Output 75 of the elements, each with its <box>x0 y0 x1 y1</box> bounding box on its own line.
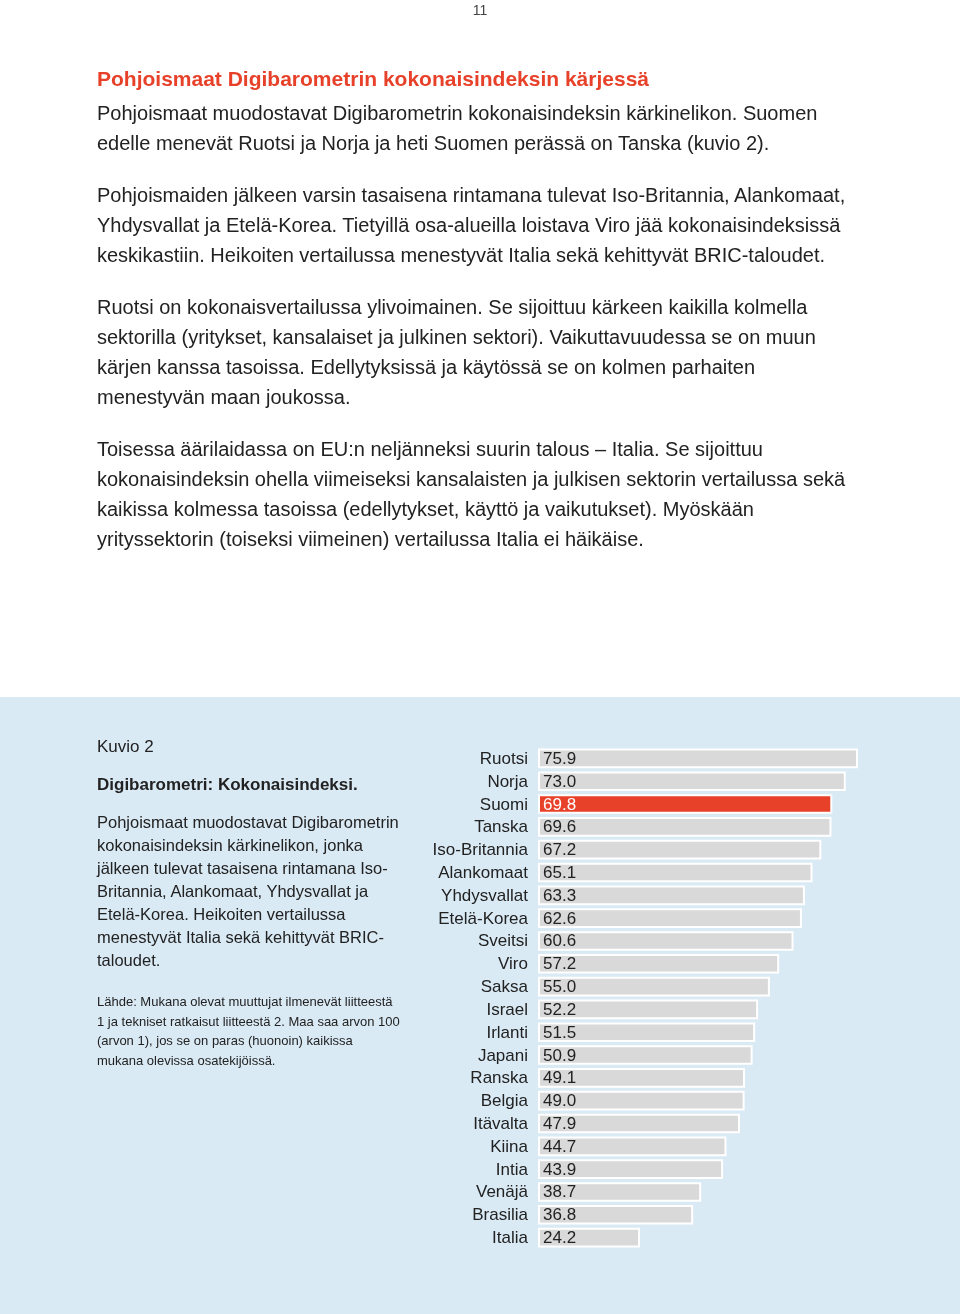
text: Toisessa äärilaidassa on EU:n neljänneksi suurin talous – Italia. Se sijoittuu kokonaisindeksin ohella viimeiseksi kansalaisten ja julkisen sektorin vertailussa sekä kaikissa kolmessa tasoissa (edellytykset, käyttö ja vaikutukset). Myöskään yrityssektorin (toiseksi viimeinen) vertailussa Italia ei häikäise. <box>97 437 847 552</box>
bar <box>538 953 780 974</box>
text: Digibarometri: Kokonaisindeksi. <box>97 775 359 795</box>
y-tick-label: Ruotsi <box>479 748 528 768</box>
data-label: 52.2 <box>543 999 577 1019</box>
bar <box>538 908 802 928</box>
data-label: 63.3 <box>543 885 577 905</box>
data-label: 47.9 <box>543 1114 577 1133</box>
y-tick-label: Suomi <box>479 794 528 814</box>
data-label: 57.2 <box>543 954 577 974</box>
bar <box>538 1204 694 1225</box>
bar <box>538 771 846 792</box>
data-label: 44.7 <box>543 1136 577 1156</box>
bar <box>538 999 759 1020</box>
data-label: 65.1 <box>543 863 577 882</box>
bar <box>538 1090 745 1111</box>
y-tick-label: Venäjä <box>476 1182 529 1202</box>
bar <box>538 885 805 906</box>
bar <box>538 1159 724 1179</box>
y-tick-label: Norja <box>487 771 529 791</box>
y-tick-label: Sveitsi <box>477 931 528 951</box>
bar <box>538 817 832 837</box>
y-tick-label: Yhdysvallat <box>441 885 529 905</box>
y-tick-label: Ranska <box>470 1068 529 1088</box>
data-label: 49.1 <box>543 1068 577 1088</box>
data-label: 75.9 <box>543 748 577 768</box>
y-tick-label: Tanska <box>474 817 529 837</box>
y-tick-label: Irlanti <box>486 1022 528 1042</box>
text: 11 <box>471 1 489 20</box>
bar <box>538 1068 746 1088</box>
text: Pohjoismaat Digibarometrin kokonaisindeksin kärjessä <box>97 66 651 92</box>
text: Pohjoismaat muodostavat Digibarometrin kokonaisindeksin kärkinelikon, jonka jälkeen tulevat tasaisena rintamana Iso-Britannia, Alankomaat, Yhdysvallat ja Etelä-Korea. Heikoiten vertailussa menestyvät Italia sekä kehittyvät BRIC-taloudet. <box>97 812 400 971</box>
y-tick-label: Israel <box>486 999 528 1019</box>
bar <box>538 1182 702 1202</box>
bar <box>538 862 813 883</box>
text: Pohjoismaat muodostavat Digibarometrin kokonaisindeksin kärkinelikon. Suomen edelle menevät Ruotsi ja Norja ja heti Suomen perässä on Tanska (kuvio 2). <box>97 101 819 156</box>
y-tick-label: Viro <box>498 954 528 974</box>
bar <box>538 1045 753 1065</box>
bar <box>538 976 770 997</box>
y-tick-label: Brasilia <box>472 1205 529 1225</box>
bar <box>538 839 822 860</box>
y-tick-label: Iso-Britannia <box>432 840 529 860</box>
data-label: 24.2 <box>543 1228 577 1248</box>
y-tick-label: Belgia <box>480 1091 529 1111</box>
bar <box>538 1022 756 1043</box>
data-label: 67.2 <box>543 840 577 860</box>
y-tick-label: Saksa <box>480 977 529 997</box>
bar <box>538 931 794 951</box>
data-label: 50.9 <box>543 1045 577 1065</box>
text: Pohjoismaiden jälkeen varsin tasaisena rintamana tulevat Iso-Britannia, Alankomaat, Yhdysvallat ja Etelä-Korea. Tietyillä osa-alueilla loistava Viro jää kokonaisindeksissä keskikastiin. Heikoiten vertailussa menestyvät Italia sekä kehittyvät BRIC-taloudet. <box>97 183 847 268</box>
bar <box>538 748 858 769</box>
text: Kuvio 2 <box>97 737 155 757</box>
y-tick-label: Itävalta <box>473 1114 529 1133</box>
bar <box>538 1136 727 1157</box>
data-label: 69.8 <box>543 794 577 814</box>
text: Lähde: Mukana olevat muuttujat ilmenevät liitteestä 1 ja tekniset ratkaisut liitteestä 2. Maa saa arvon 100 (arvon 1), jos se on paras (huonoin) kaikissa mukana olevissa osatekijöissä. <box>97 993 401 1070</box>
data-label: 38.7 <box>543 1182 577 1202</box>
bar <box>538 794 833 814</box>
y-tick-label: Intia <box>495 1159 529 1179</box>
y-tick-label: Japani <box>477 1045 528 1065</box>
data-label: 62.6 <box>543 908 577 928</box>
data-label: 60.6 <box>543 931 577 951</box>
data-label: 55.0 <box>543 977 577 997</box>
data-label: 49.0 <box>543 1091 577 1111</box>
data-label: 36.8 <box>543 1205 577 1225</box>
y-tick-label: Kiina <box>490 1136 529 1156</box>
text: Ruotsi on kokonaisvertailussa ylivoimainen. Se sijoittuu kärkeen kaikilla kolmella sektorilla (yritykset, kansalaiset ja julkinen sektori). Vaikuttavuudessa se on muun kärjen kanssa tasoissa. Edellytyksissä ja käytössä se on kolmen parhaiten menestyvän maan joukossa. <box>97 295 817 410</box>
y-tick-label: Alankomaat <box>438 863 529 882</box>
y-tick-label: Italia <box>492 1228 529 1248</box>
data-label: 43.9 <box>543 1159 577 1179</box>
data-label: 73.0 <box>543 771 577 791</box>
data-label: 69.6 <box>543 817 577 837</box>
bar <box>538 1113 740 1134</box>
y-tick-label: Etelä-Korea <box>438 908 529 928</box>
data-label: 51.5 <box>543 1022 577 1042</box>
